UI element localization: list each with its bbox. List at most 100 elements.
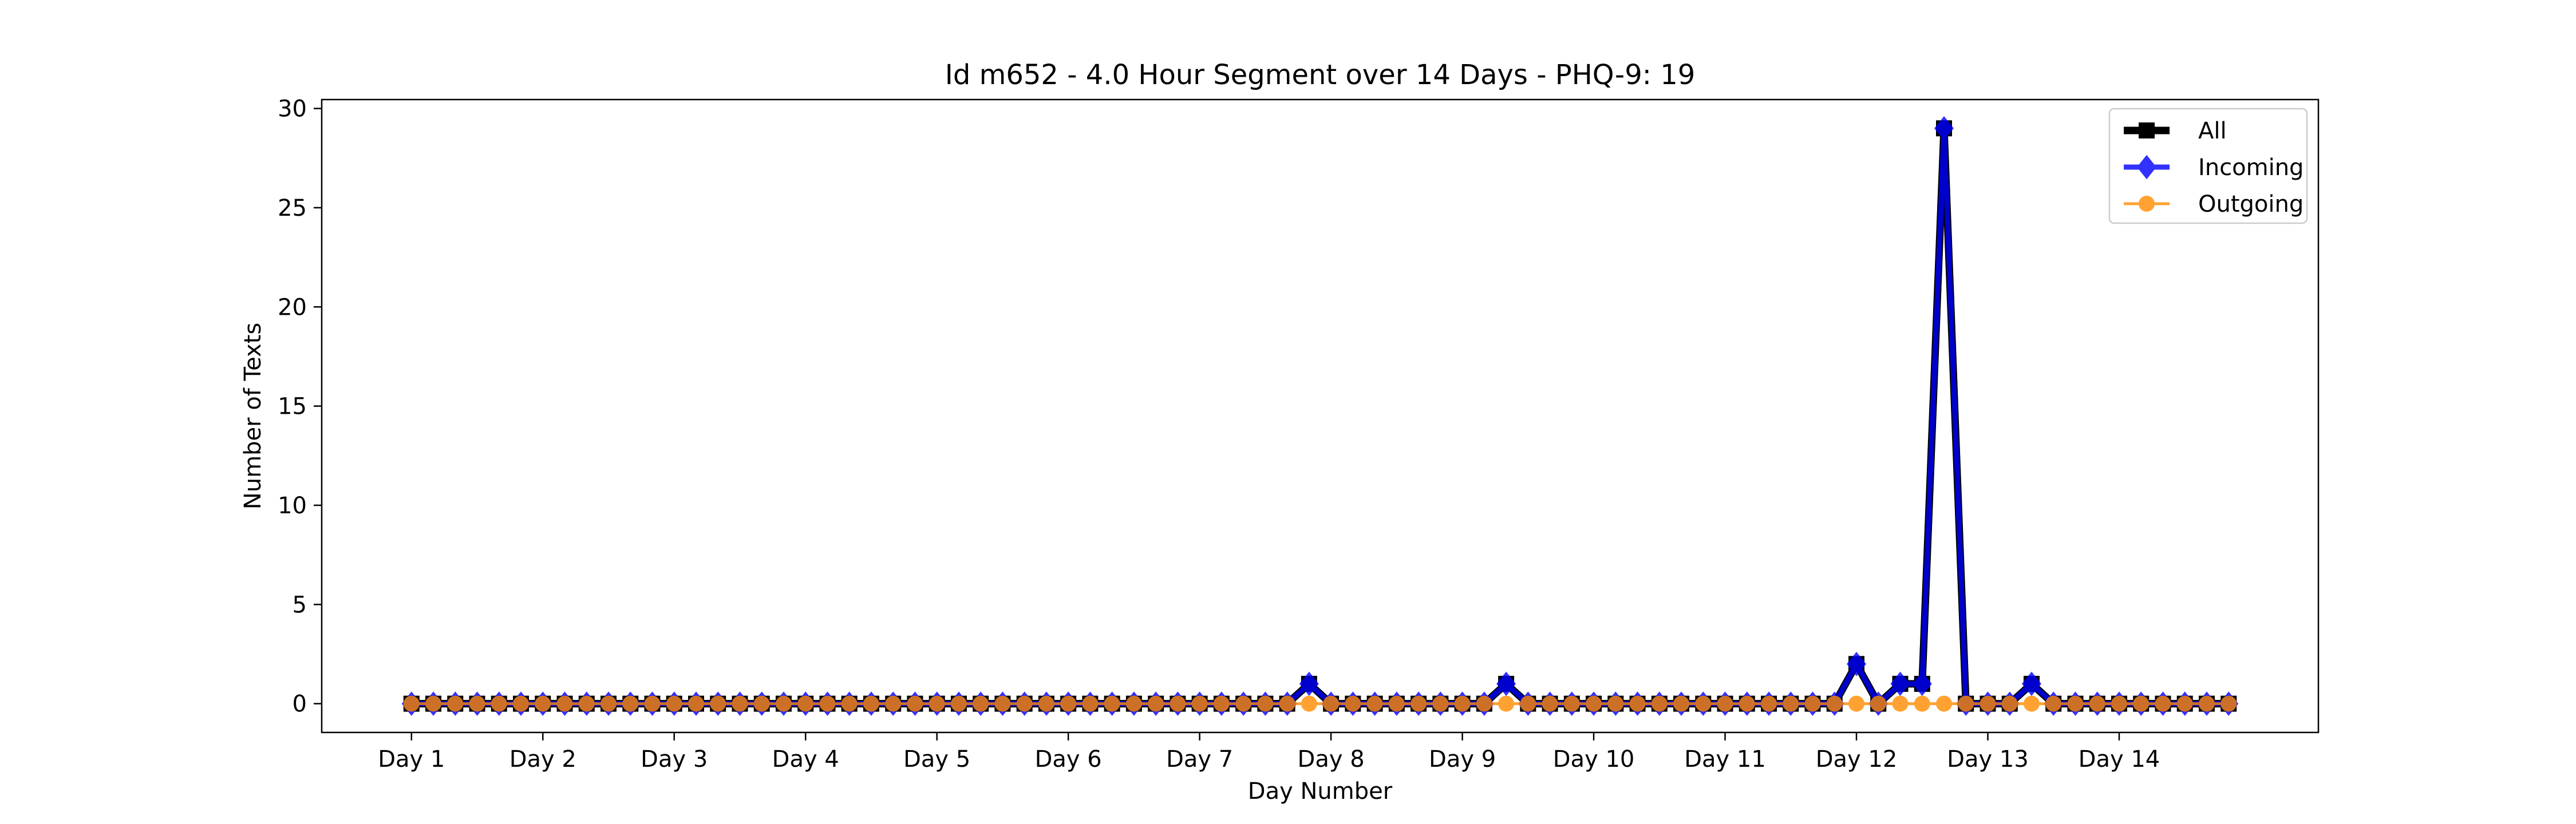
legend-label: All (2198, 118, 2227, 144)
x-tick-label: Day 9 (1429, 746, 1496, 772)
data-point-incoming (1934, 116, 1954, 141)
data-point-outgoing (994, 695, 1011, 712)
data-point-outgoing (1279, 695, 1295, 712)
y-tick-label: 10 (278, 493, 307, 519)
plot-series (401, 116, 2239, 716)
data-point-outgoing (907, 695, 923, 712)
data-point-outgoing (1257, 695, 1274, 712)
data-point-outgoing (841, 695, 858, 712)
data-point-outgoing (1345, 695, 1361, 712)
data-point-outgoing (710, 695, 726, 712)
data-point-outgoing (556, 695, 573, 712)
data-point-outgoing (2023, 695, 2040, 712)
data-point-outgoing (1892, 695, 1909, 712)
data-point-outgoing (973, 695, 989, 712)
data-point-outgoing (2001, 695, 2018, 712)
data-point-outgoing (885, 695, 902, 712)
data-point-outgoing (753, 695, 770, 712)
y-tick-label: 25 (278, 195, 307, 221)
data-point-outgoing (1870, 695, 1887, 712)
data-point-outgoing (447, 695, 464, 712)
y-tick-label: 15 (278, 394, 307, 420)
y-axis-label: Number of Texts (240, 323, 266, 509)
data-point-outgoing (644, 695, 661, 712)
legend: All Incoming Outgoing (2108, 108, 2308, 224)
x-tick-label: Day 12 (1816, 746, 1898, 772)
data-point-outgoing (1454, 695, 1471, 712)
legend-label: Incoming (2198, 154, 2304, 181)
data-point-outgoing (1629, 695, 1646, 712)
data-point-outgoing (2176, 695, 2193, 712)
data-point-outgoing (2155, 695, 2171, 712)
x-tick-label: Day 5 (903, 746, 970, 772)
data-point-outgoing (403, 695, 420, 712)
data-point-outgoing (600, 695, 617, 712)
data-point-outgoing (1082, 695, 1099, 712)
data-point-outgoing (469, 695, 485, 712)
x-tick-label: Day 8 (1298, 746, 1365, 772)
data-point-outgoing (1586, 695, 1602, 712)
x-axis: Day 1 Day 2 Day 3 Day 4 Day 5 Day 6 Day 7 Day 8… (378, 732, 2160, 772)
data-point-outgoing (1804, 695, 1821, 712)
data-point-outgoing (1016, 695, 1033, 712)
data-point-outgoing (688, 695, 704, 712)
chart-title: Id m652 - 4.0 Hour Segment over 14 Days … (945, 59, 1696, 91)
data-point-outgoing (1739, 695, 1755, 712)
data-point-outgoing (1476, 695, 1492, 712)
data-point-outgoing (732, 695, 748, 712)
data-point-outgoing (578, 695, 595, 712)
data-point-outgoing (2133, 695, 2150, 712)
data-point-outgoing (425, 695, 442, 712)
data-point-outgoing (2198, 695, 2215, 712)
x-tick-label: Day 11 (1684, 746, 1766, 772)
data-point-outgoing (1411, 695, 1427, 712)
data-point-outgoing (1958, 695, 1974, 712)
legend-box (2108, 108, 2308, 224)
data-point-outgoing (1323, 695, 1340, 712)
data-point-outgoing (1717, 695, 1733, 712)
data-point-outgoing (2111, 695, 2127, 712)
data-point-incoming (1299, 671, 1319, 696)
data-point-outgoing (797, 695, 814, 712)
data-point-incoming (1912, 671, 1932, 696)
data-point-outgoing (1542, 695, 1558, 712)
y-tick-label: 5 (293, 592, 307, 618)
legend-entry-all (2124, 122, 2170, 138)
data-point-outgoing (929, 695, 945, 712)
x-tick-label: Day 1 (378, 746, 445, 772)
legend-entry-incoming (2124, 154, 2170, 180)
data-point-outgoing (1366, 695, 1383, 712)
series-outgoing (403, 695, 2237, 712)
data-point-outgoing (1498, 695, 1515, 712)
data-point-outgoing (1060, 695, 1077, 712)
data-point-outgoing (2067, 695, 2084, 712)
data-point-outgoing (1191, 695, 1208, 712)
data-point-outgoing (1848, 695, 1865, 712)
data-point-outgoing (775, 695, 792, 712)
legend-label: Outgoing (2198, 191, 2304, 217)
data-point-outgoing (1914, 695, 1930, 712)
data-point-outgoing (1980, 695, 1996, 712)
data-point-outgoing (1235, 695, 1252, 712)
data-point-outgoing (1301, 695, 1317, 712)
data-point-outgoing (1213, 695, 1230, 712)
data-point-outgoing (2045, 695, 2062, 712)
data-point-outgoing (1038, 695, 1054, 712)
y-tick-label: 0 (293, 691, 307, 718)
data-point-incoming (1847, 652, 1867, 676)
data-point-outgoing (863, 695, 879, 712)
data-point-outgoing (1170, 695, 1186, 712)
data-point-outgoing (622, 695, 639, 712)
y-tick-label: 20 (278, 294, 307, 320)
data-point-outgoing (1520, 695, 1536, 712)
x-tick-label: Day 10 (1553, 746, 1635, 772)
data-point-outgoing (535, 695, 551, 712)
data-point-outgoing (1388, 695, 1405, 712)
data-point-outgoing (1673, 695, 1690, 712)
y-axis: 0 5 10 15 20 25 30 (278, 96, 322, 718)
data-point-outgoing (491, 695, 507, 712)
x-axis-label: Day Number (1248, 778, 1393, 805)
data-point-outgoing (950, 695, 967, 712)
data-point-incoming (1496, 671, 1516, 696)
